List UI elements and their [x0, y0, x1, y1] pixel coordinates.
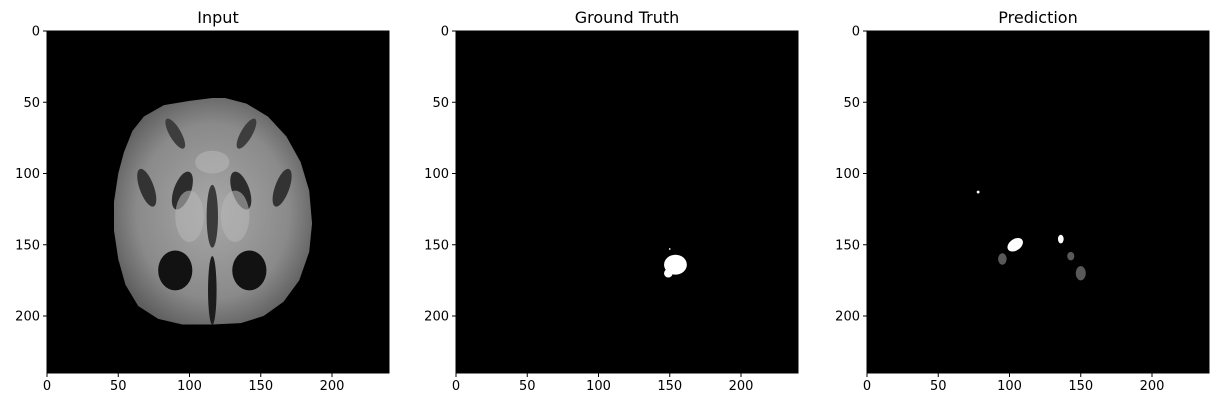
x-tick-label: 200 [320, 379, 345, 394]
brain-structure [165, 118, 186, 149]
lesion-region [1057, 234, 1064, 244]
prediction-title: Prediction [998, 8, 1078, 27]
y-tick-label: 200 [424, 310, 449, 325]
brain-structure [272, 168, 292, 207]
y-tick-label: 0 [852, 25, 860, 40]
lesion-region-gray [998, 253, 1007, 265]
brain-structure [236, 118, 257, 149]
image-background [867, 31, 1209, 373]
x-tick-label: 50 [519, 379, 536, 394]
x-tick-label: 200 [1140, 379, 1165, 394]
x-tick-label: 0 [43, 379, 51, 394]
y-tick-label: 100 [15, 167, 40, 182]
x-tick-label: 100 [177, 379, 202, 394]
y-tick-label: 0 [441, 25, 449, 40]
axes-frame [46, 30, 390, 374]
x-tick-label: 100 [586, 379, 611, 394]
y-tick-label: 200 [835, 310, 860, 325]
y-tick-label: 50 [843, 96, 860, 111]
input-panel: Input 0 50 100 150 200 0 50 100 150 200 [0, 0, 400, 407]
y-tick-label: 150 [15, 238, 40, 253]
prediction-panel: Prediction 0 50 100 150 200 0 50 100 150 200 [820, 0, 1220, 407]
y-tick-label: 150 [424, 238, 449, 253]
brain-structure [171, 171, 193, 210]
image-content [113, 97, 313, 325]
lesion-region [668, 248, 671, 250]
brain-structure [137, 168, 157, 207]
x-tick-label: 50 [110, 379, 127, 394]
y-tick-label: 0 [32, 25, 40, 40]
y-tick-label: 100 [835, 167, 860, 182]
brain-structure [208, 256, 217, 325]
brain-structure [158, 250, 193, 291]
x-tick-label: 150 [1068, 379, 1093, 394]
lesion-region [1007, 237, 1023, 252]
ground-truth-title: Ground Truth [574, 8, 680, 27]
image-background [456, 31, 798, 373]
y-tick-label: 50 [23, 96, 40, 111]
input-title: Input [197, 8, 239, 27]
x-tick-label: 200 [729, 379, 754, 394]
ground-truth-plot: 0 50 100 150 200 0 50 100 150 200 [424, 25, 799, 394]
lesion-region-gray [1067, 251, 1075, 261]
lesion-region [976, 190, 980, 194]
brain-structure [206, 184, 218, 248]
x-tick-label: 50 [930, 379, 947, 394]
image-content [976, 190, 1086, 281]
axes-frame [455, 30, 799, 374]
x-tick-label: 100 [997, 379, 1022, 394]
axes-frame [866, 30, 1210, 374]
y-tick-label: 50 [432, 96, 449, 111]
lesion-region-gray [1075, 266, 1086, 281]
x-tick-label: 0 [452, 379, 460, 394]
ground-truth-panel: Ground Truth 0 50 100 150 200 0 50 100 150 200 [409, 0, 809, 407]
x-tick-label: 0 [863, 379, 871, 394]
input-plot: 0 50 100 150 200 0 50 100 150 200 [15, 25, 390, 394]
white-matter [220, 190, 250, 242]
x-tick-label: 150 [657, 379, 682, 394]
image-content [664, 248, 687, 278]
y-tick-label: 150 [835, 238, 860, 253]
white-matter [175, 190, 204, 242]
white-matter [195, 150, 230, 174]
y-tick-label: 100 [424, 167, 449, 182]
lesion-region [664, 268, 673, 278]
y-tick-label: 200 [15, 310, 40, 325]
brain-structure [232, 250, 267, 291]
prediction-plot: 0 50 100 150 200 0 50 100 150 200 [835, 25, 1210, 394]
x-tick-label: 150 [248, 379, 273, 394]
